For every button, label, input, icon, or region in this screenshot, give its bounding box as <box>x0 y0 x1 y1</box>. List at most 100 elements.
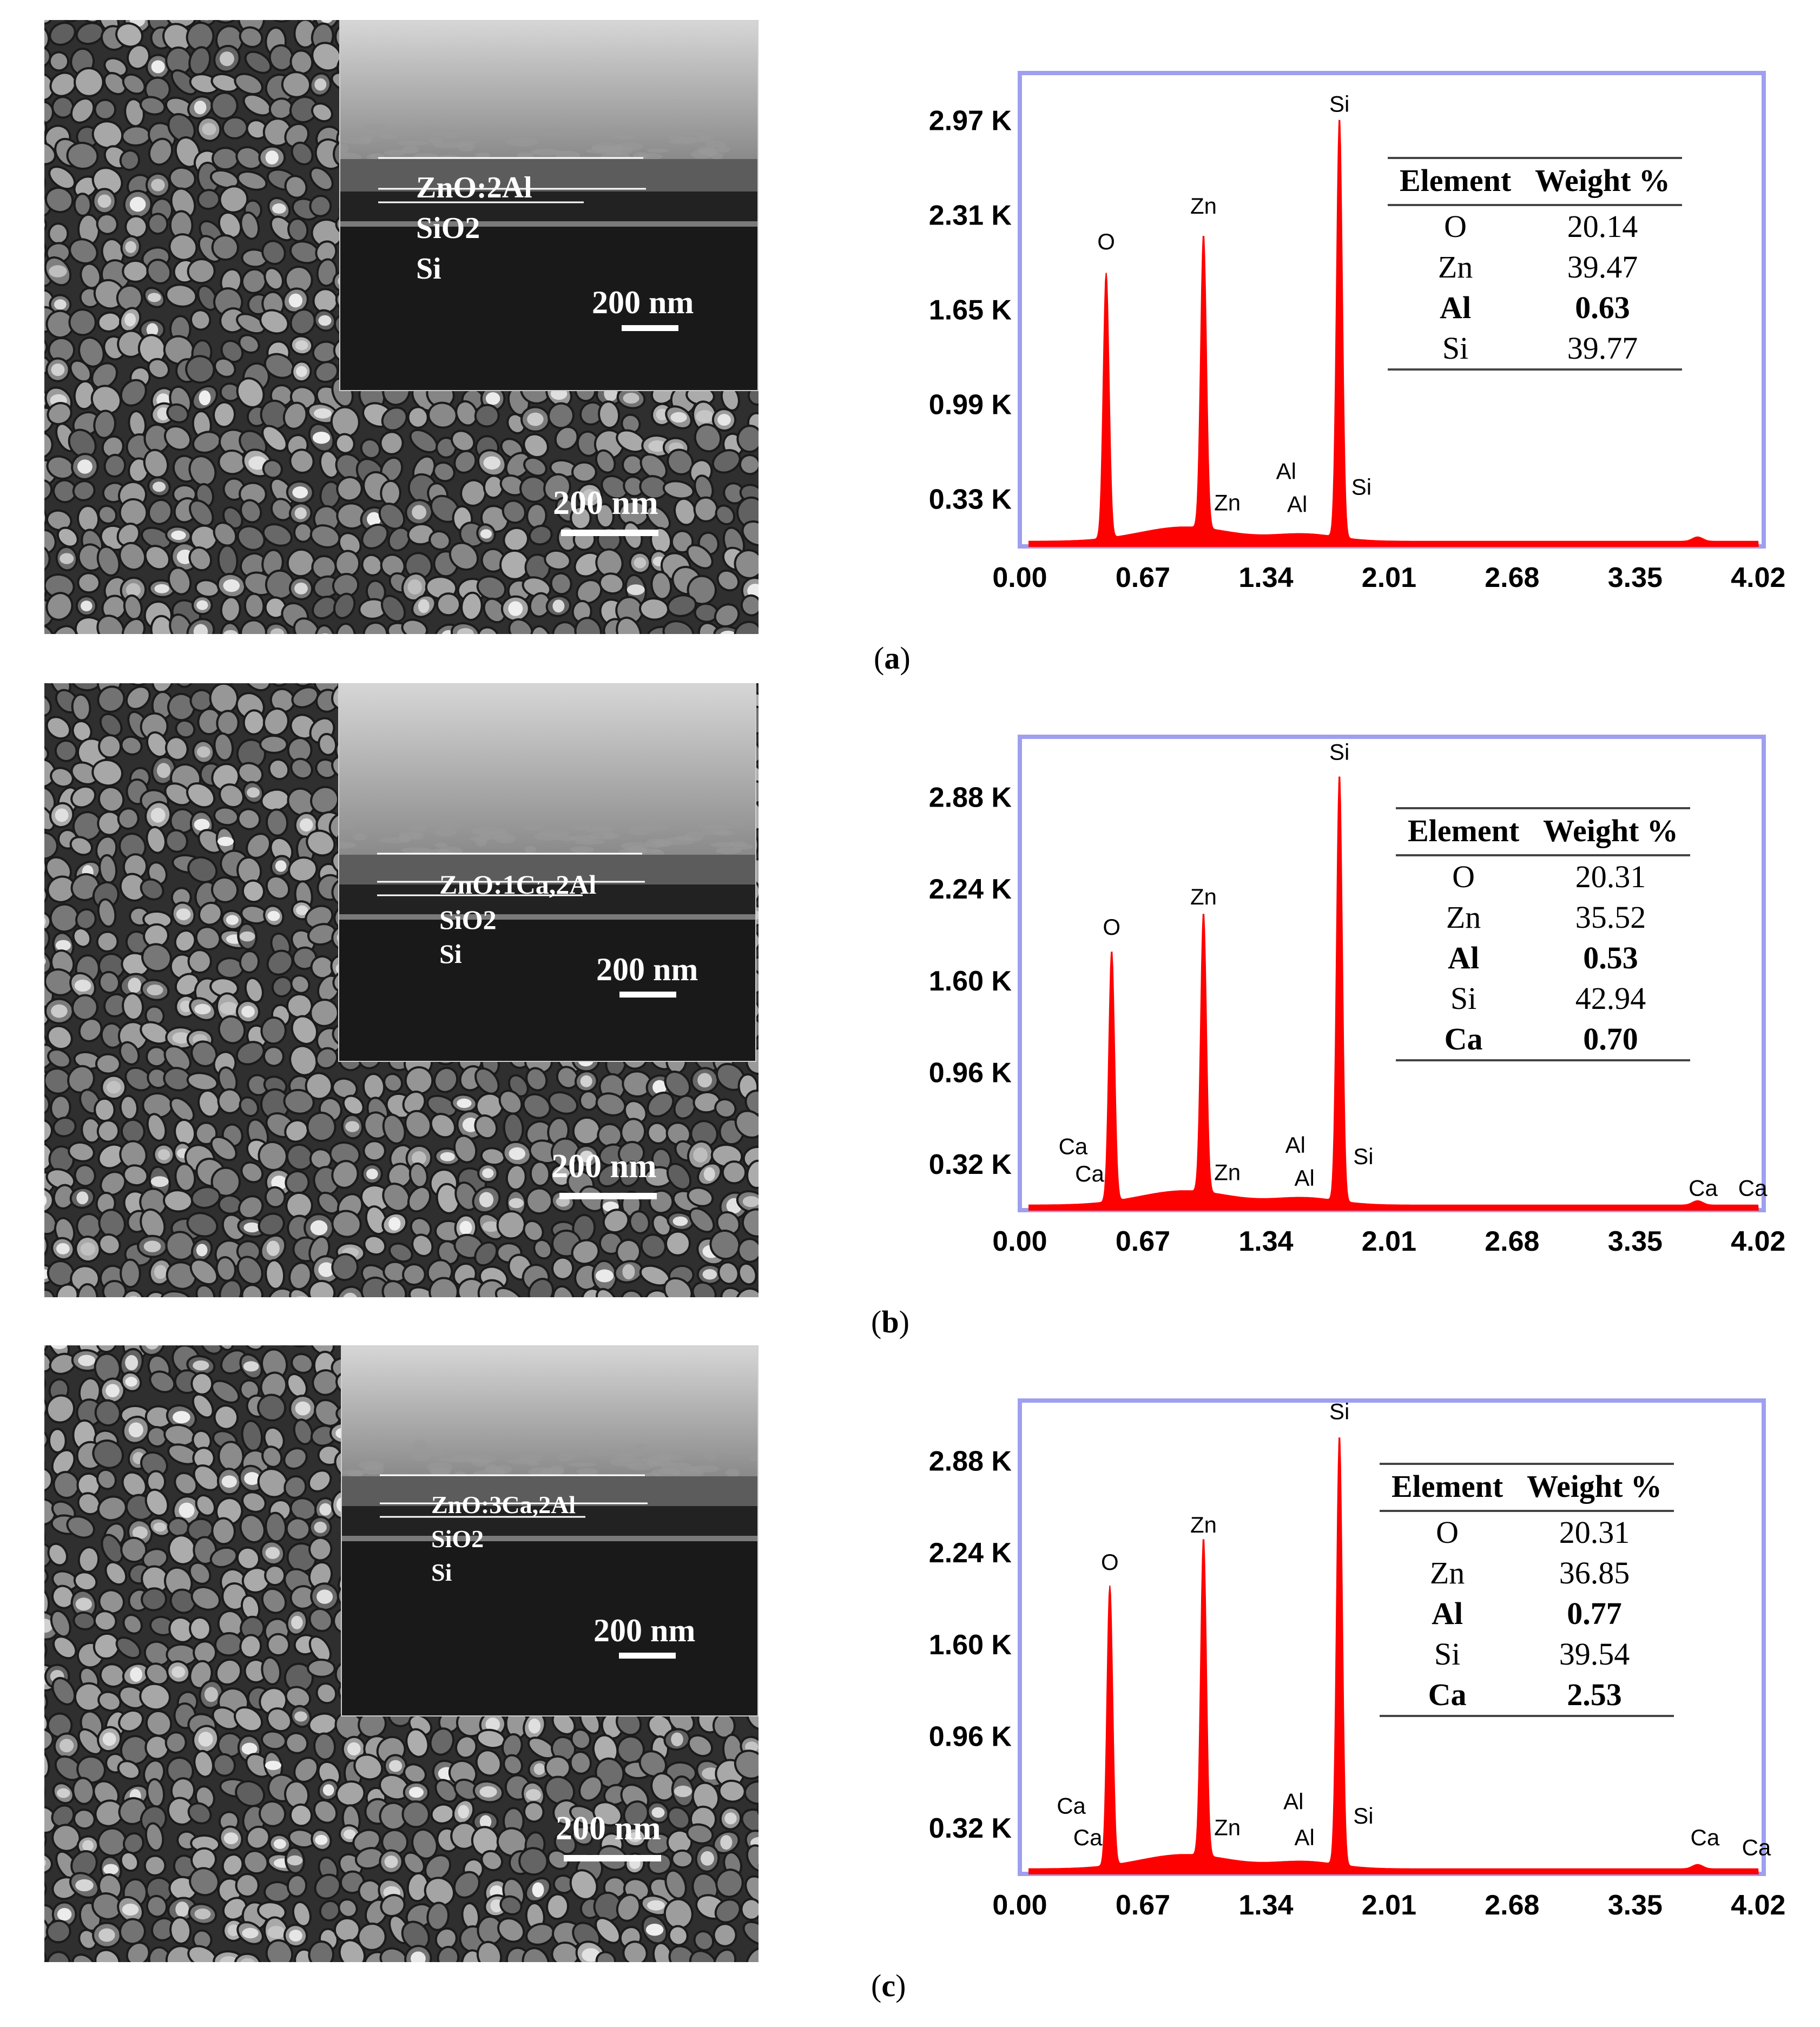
table-cell: 0.53 <box>1583 940 1638 975</box>
table-header-row: Element Weight % <box>1396 807 1690 856</box>
table-cell: 36.85 <box>1559 1555 1630 1590</box>
table-row: Zn 39.47 <box>1388 247 1682 287</box>
plot-frame <box>1018 71 1766 549</box>
table-cell: Al <box>1432 1596 1463 1631</box>
panel-caption-b: (b) <box>871 1304 909 1339</box>
inset-layer-label-oxide: SiO2 <box>416 212 480 245</box>
sem-cross-section-inset: ZnO:2Al SiO2 Si 200 nm <box>339 20 759 391</box>
table-header: Element <box>1388 157 1524 206</box>
x-tick-label: 4.02 <box>1731 562 1785 593</box>
spectrum-area <box>1028 776 1759 1211</box>
y-tick-label: 1.65 K <box>929 295 1012 326</box>
peak-label: Ca <box>1691 1825 1720 1850</box>
peak-label: Al <box>1285 1132 1305 1158</box>
inset-cross-section-texture <box>339 684 755 1061</box>
spectrum-area <box>1028 120 1759 547</box>
table-header: Weight % <box>1515 1463 1674 1512</box>
inset-scale-label: 200 nm <box>594 1613 696 1648</box>
x-tick-label: 3.35 <box>1608 562 1663 593</box>
x-tick-label: 0.00 <box>992 562 1047 593</box>
table-cell: Si <box>1434 1636 1461 1672</box>
inset-layer-label-film: ZnO:2Al <box>416 171 532 204</box>
y-tick-label: 2.24 K <box>929 874 1012 905</box>
peak-label: Al <box>1287 491 1307 517</box>
peak-label: Ca <box>1738 1175 1768 1200</box>
table-cell: Si <box>1450 981 1477 1016</box>
x-tick-label: 4.02 <box>1731 1226 1785 1257</box>
table-cell: Al <box>1448 940 1480 975</box>
table-cell: 20.31 <box>1575 859 1646 894</box>
x-tick-label: 1.34 <box>1238 1226 1293 1257</box>
table-header: Element <box>1396 807 1532 856</box>
peak-label: O <box>1101 1549 1119 1575</box>
table-header: Element <box>1380 1463 1515 1512</box>
table-cell: Si <box>1388 328 1524 371</box>
spectrum-area <box>1028 1437 1759 1874</box>
table-cell: Ca <box>1396 1019 1532 1061</box>
sem-cross-section-inset: ZnO:1Ca,2Al SiO2 Si 200 nm <box>338 683 756 1062</box>
inset-scale-bar <box>622 325 678 331</box>
peak-label: Al <box>1295 1825 1315 1850</box>
inset-layer-label-film: ZnO:3Ca,2Al <box>431 1491 576 1518</box>
table-cell: Zn <box>1446 900 1481 935</box>
sem-surface-image: ZnO:1Ca,2Al SiO2 Si 200 nm 200 nm <box>44 683 759 1297</box>
x-tick-label: 0.67 <box>1116 1890 1170 1921</box>
peak-label: Ca <box>1075 1161 1104 1186</box>
y-tick-label: 2.97 K <box>929 105 1012 137</box>
peak-label: Zn <box>1190 884 1217 909</box>
peak-label: Si <box>1329 1398 1349 1424</box>
table-row: O 20.14 <box>1388 205 1682 247</box>
table-cell: Ca <box>1380 1674 1515 1717</box>
sem-scale-label: 200 nm <box>556 1810 661 1847</box>
peak-label: Zn <box>1190 193 1217 219</box>
peak-label: O <box>1097 229 1115 254</box>
peak-label: Zn <box>1214 490 1241 516</box>
x-tick-label: 0.67 <box>1116 562 1170 593</box>
composition-table-a: Element Weight % O 20.14 Zn 39.47 Al 0.63 Si 39.7… <box>1388 157 1682 371</box>
composition-table-c: Element Weight % O 20.31 Zn 36.85 Al 0.77 Si 39.5… <box>1380 1463 1674 1717</box>
table-cell: 20.14 <box>1567 209 1638 244</box>
inset-scale-bar <box>619 1653 676 1659</box>
x-tick-label: 0.67 <box>1116 1226 1170 1257</box>
table-cell: O <box>1444 209 1467 244</box>
peak-label: Si <box>1329 91 1349 117</box>
table-cell: Zn <box>1437 249 1473 285</box>
peak-label: Ca <box>1059 1134 1088 1159</box>
table-cell: Zn <box>1429 1555 1465 1590</box>
inset-layer-label-film: ZnO:1Ca,2Al <box>439 869 597 900</box>
inset-scale-bar <box>619 992 676 998</box>
x-tick-label: 3.35 <box>1608 1890 1663 1921</box>
peak-label: Al <box>1283 1789 1303 1814</box>
table-cell: 35.52 <box>1575 900 1646 935</box>
peak-label: Al <box>1276 458 1296 484</box>
peak-label: Ca <box>1742 1835 1771 1860</box>
peak-label: Al <box>1295 1165 1315 1191</box>
table-cell: 0.77 <box>1567 1596 1622 1631</box>
x-tick-label: 2.01 <box>1362 1890 1416 1921</box>
sem-scale-bar <box>559 1193 657 1199</box>
sem-surface-image: ZnO:3Ca,2Al SiO2 Si 200 nm 200 nm <box>44 1345 759 1962</box>
table-row: Al 0.77 <box>1380 1593 1674 1634</box>
peak-label: Si <box>1329 739 1349 764</box>
inset-layer-label-oxide: SiO2 <box>431 1525 484 1553</box>
table-row: O 20.31 <box>1380 1511 1674 1553</box>
y-tick-label: 0.96 K <box>929 1057 1012 1088</box>
table-row: O 20.31 <box>1396 855 1690 897</box>
inset-cross-section-texture <box>342 1346 757 1715</box>
table-row: Si 42.94 <box>1396 978 1690 1019</box>
inset-layer-label-substrate: Si <box>439 939 462 969</box>
inset-scale-label: 200 nm <box>592 285 694 320</box>
table-cell: 0.63 <box>1575 290 1630 325</box>
inset-scale-label: 200 nm <box>596 952 698 987</box>
inset-layer-label-substrate: Si <box>416 252 441 286</box>
table-cell: 2.53 <box>1515 1674 1674 1717</box>
table-header: Weight % <box>1523 157 1682 206</box>
peak-label: Ca <box>1057 1793 1086 1819</box>
peak-label: Si <box>1353 1803 1373 1828</box>
x-tick-label: 0.00 <box>992 1226 1047 1257</box>
eds-spectrum-c: O Zn Si Ca Ca Zn Al Al Si Ca Ca 0.00 0.67 1.34 2.01 2.6… <box>920 1387 1807 1928</box>
peak-label: O <box>1103 914 1120 940</box>
x-tick-label: 4.02 <box>1731 1890 1785 1921</box>
table-header-row: Element Weight % <box>1380 1463 1674 1512</box>
peak-label: Ca <box>1073 1825 1103 1850</box>
